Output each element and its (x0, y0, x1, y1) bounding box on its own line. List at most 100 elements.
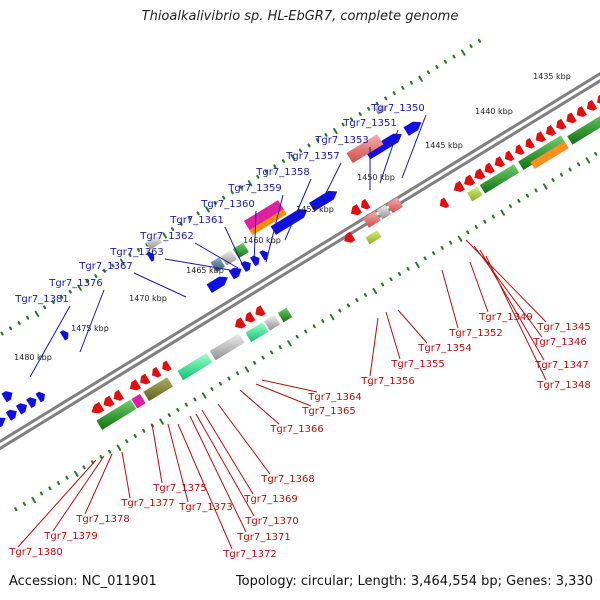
cog-box-orange (530, 141, 569, 170)
leader-line (224, 226, 245, 269)
tick-mark (384, 96, 388, 101)
tick-mark (508, 204, 513, 209)
leader-line (52, 455, 105, 532)
tick-mark (440, 245, 444, 250)
gene-label: Tgr7_1373 (178, 502, 232, 513)
tick-mark (218, 381, 223, 386)
gene-label: Tgr7_1381 (14, 294, 68, 305)
tick-mark (452, 54, 456, 59)
tick-mark (244, 366, 250, 373)
leader-line (194, 242, 239, 269)
leader-line (29, 305, 71, 378)
forward-gene-arrow (35, 391, 45, 403)
reverse-gene-arrow (474, 168, 486, 180)
tick-mark (594, 151, 598, 156)
tick-mark (423, 256, 427, 261)
tick-mark (466, 230, 470, 235)
tick-mark (136, 247, 141, 252)
leader-line (195, 413, 255, 517)
tick-mark (102, 268, 106, 273)
tick-mark (401, 85, 405, 90)
forward-gene-arrow (26, 397, 37, 409)
gene-label: Tgr7_1351 (342, 118, 396, 129)
gene-label: Tgr7_1352 (448, 328, 502, 339)
tick-mark (235, 371, 240, 376)
gene-label: Tgr7_1347 (534, 360, 588, 371)
tick-mark (449, 240, 453, 245)
gene-label: Tgr7_1358 (255, 167, 309, 178)
reverse-gene-arrow (464, 174, 476, 186)
tick-mark (389, 277, 393, 282)
tick-mark (230, 190, 234, 195)
cog-box-olive (143, 377, 173, 402)
leader-line (151, 423, 163, 484)
tick-mark (338, 308, 342, 313)
gene-label: Tgr7_1348 (536, 380, 590, 391)
reverse-gene-arrow (453, 180, 465, 193)
leader-line (255, 383, 312, 407)
tick-mark (179, 221, 183, 226)
scale-label: 1460 kbp (243, 236, 281, 245)
gene-label: Tgr7_1363 (109, 247, 163, 258)
forward-gene-arrow (15, 403, 28, 415)
reverse-gene-arrow (103, 395, 115, 407)
scale-label: 1435 kbp (533, 72, 571, 81)
leader-line (17, 459, 97, 548)
leader-line (401, 114, 427, 179)
cog-box-pink (363, 211, 381, 228)
reverse-gene-arrow (484, 162, 495, 174)
tick-mark (517, 198, 521, 203)
tick-mark (551, 178, 555, 182)
tick-mark (392, 91, 396, 96)
accession-label: Accession: NC_011901 (9, 574, 157, 589)
tick-mark (222, 195, 226, 200)
genome-stats: Topology: circular; Length: 3,464,554 bp… (235, 574, 593, 589)
label-leader-lines (17, 114, 547, 550)
leader-line (133, 272, 187, 298)
tick-mark (312, 324, 316, 329)
tick-mark (56, 481, 61, 485)
leader-line (385, 311, 401, 360)
gene-label: Tgr7_1356 (360, 376, 414, 387)
gene-label: Tgr7_1357 (285, 151, 339, 162)
tick-mark (304, 329, 308, 334)
tick-tracks (0, 38, 598, 512)
scale-label: 1440 kbp (475, 107, 513, 116)
leader-line (261, 379, 318, 393)
tick-mark (31, 496, 37, 504)
cog-box-mint (245, 322, 269, 343)
forward-gene-arrow (0, 417, 6, 428)
tick-mark (415, 261, 420, 269)
leader-line (479, 249, 545, 361)
tick-mark (457, 235, 463, 242)
tick-mark (281, 159, 286, 164)
leader-line (319, 162, 342, 206)
tick-mark (534, 188, 538, 193)
tick-mark (435, 65, 439, 69)
reverse-gene-arrow (255, 305, 266, 317)
scale-label: 1475 kbp (71, 324, 109, 333)
tick-mark (432, 251, 436, 256)
tick-mark (8, 326, 13, 331)
tick-mark (26, 315, 30, 320)
gene-label: Tgr7_1377 (120, 498, 174, 509)
cog-box-green (567, 116, 600, 145)
leader-line (189, 415, 247, 533)
tick-mark (295, 334, 299, 339)
cog-box-green (479, 164, 520, 194)
forward-gene-arrow (228, 267, 242, 280)
reverse-gene-arrow (515, 144, 525, 155)
gene-label: Tgr7_1345 (536, 322, 590, 333)
tick-mark (60, 294, 64, 299)
leader-line (239, 389, 280, 425)
reverse-gene-arrow (361, 198, 371, 210)
tick-mark (170, 227, 175, 231)
scale-label: 1470 kbp (129, 294, 167, 303)
genome-backbone (0, 72, 600, 451)
gene-label: Tgr7_1369 (243, 494, 297, 505)
gene-label: Tgr7_1376 (48, 278, 102, 289)
tick-mark (68, 289, 72, 294)
leader-line (465, 239, 547, 323)
gene-label: Tgr7_1371 (236, 532, 290, 543)
